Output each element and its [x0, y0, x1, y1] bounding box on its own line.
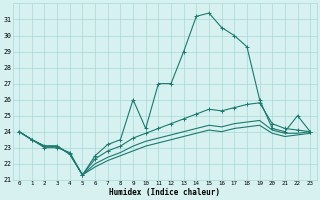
X-axis label: Humidex (Indice chaleur): Humidex (Indice chaleur) [109, 188, 220, 197]
